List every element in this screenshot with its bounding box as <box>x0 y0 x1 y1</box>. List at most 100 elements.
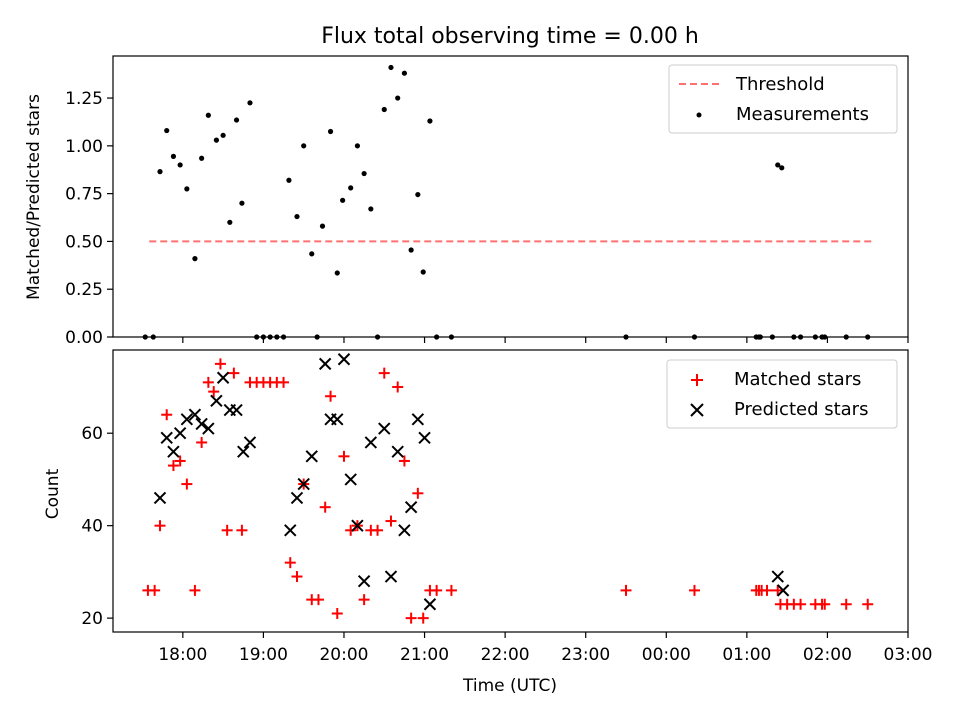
predicted-star-point <box>411 413 425 426</box>
measurement-point <box>286 177 292 183</box>
predicted-star-point <box>384 570 398 583</box>
predicted-star-point <box>776 584 790 597</box>
matched-star-point <box>445 584 457 596</box>
top-y-tick-label: 1.25 <box>65 89 103 109</box>
measurement-point <box>395 95 401 101</box>
predicted-star-point <box>391 445 404 458</box>
matched-star-point <box>688 584 700 596</box>
predicted-star-point <box>153 491 167 505</box>
bottom-y-tick-label: 60 <box>81 424 103 444</box>
predicted-star-point <box>305 450 318 463</box>
x-tick-label: 20:00 <box>319 645 368 665</box>
matched-star-point <box>236 524 248 536</box>
matched-star-point <box>214 358 226 370</box>
x-tick-label: 03:00 <box>884 645 933 665</box>
measurement-point <box>199 155 205 161</box>
measurement-point <box>415 191 421 198</box>
bottom-y-axis-label: Count <box>43 468 63 519</box>
predicted-star-point <box>404 500 418 514</box>
x-tick-label: 23:00 <box>561 645 610 665</box>
bottom-legend: Matched stars Predicted stars <box>666 359 898 429</box>
top-plot-marks <box>142 64 875 340</box>
top-y-tick-label: 0.25 <box>65 280 103 300</box>
matched-star-point <box>331 608 343 620</box>
matched-star-point <box>338 450 350 462</box>
measurement-point <box>348 185 354 191</box>
matched-star-point <box>840 598 852 610</box>
bottom-x-ticks: 18:00 19:00 20:00 21:00 22:00 23:00 00:00 01:00… <box>158 632 933 665</box>
predicted-star-point <box>243 436 257 449</box>
predicted-star-point <box>230 403 243 417</box>
legend-measurements-swatch <box>696 112 702 118</box>
measurement-point <box>401 70 408 76</box>
legend-predicted-label: Predicted stars <box>734 399 868 420</box>
predicted-star-point <box>284 524 297 537</box>
top-y-tick-label: 1.00 <box>65 137 103 157</box>
measurement-point <box>354 143 361 149</box>
legend-threshold-label: Threshold <box>735 74 825 95</box>
matched-star-point <box>417 612 429 624</box>
measurement-point <box>164 127 170 134</box>
x-tick-label: 02:00 <box>803 645 852 665</box>
measurement-point <box>408 247 414 253</box>
predicted-star-point <box>771 570 784 583</box>
matched-star-point <box>167 460 179 472</box>
top-y-ticks: 0.00 0.25 0.50 0.75 1.00 1.25 <box>65 89 113 348</box>
predicted-star-point <box>398 524 411 537</box>
bottom-y-tick-label: 20 <box>81 609 103 629</box>
predicted-star-point <box>378 422 391 435</box>
matched-star-point <box>202 376 214 388</box>
top-y-tick-label: 0.75 <box>65 185 103 205</box>
measurement-point <box>170 153 177 159</box>
matched-star-point <box>228 367 240 379</box>
measurement-point <box>177 162 183 168</box>
measurement-point <box>205 112 211 118</box>
legend-predicted-swatch <box>690 403 704 417</box>
measurement-point <box>184 186 190 192</box>
predicted-star-point <box>210 394 223 408</box>
matched-star-point <box>189 584 201 596</box>
matched-star-point <box>345 524 357 536</box>
x-tick-label: 22:00 <box>481 645 530 665</box>
legend-matched-swatch <box>691 374 703 386</box>
measurement-point <box>388 64 394 71</box>
matched-star-point <box>161 409 173 421</box>
matched-star-point <box>385 515 397 527</box>
predicted-star-point <box>195 417 208 431</box>
x-axis-label: Time (UTC) <box>462 676 557 696</box>
matched-star-point <box>431 584 443 596</box>
measurement-point <box>247 100 253 106</box>
measurement-point <box>319 223 326 229</box>
predicted-star-point <box>318 357 332 371</box>
matched-star-point <box>412 487 424 499</box>
matched-star-point <box>154 520 166 532</box>
measurement-point <box>213 137 220 143</box>
predicted-star-point <box>188 408 202 421</box>
predicted-star-point <box>351 519 364 532</box>
measurement-point <box>427 118 433 124</box>
matched-star-point <box>221 524 233 536</box>
predicted-star-point <box>418 431 431 445</box>
matched-star-point <box>862 598 874 610</box>
top-y-axis-label: Matched/Predicted stars <box>24 94 44 300</box>
matched-star-point <box>291 571 303 583</box>
measurement-point <box>294 213 300 220</box>
matched-star-point <box>174 455 186 467</box>
matched-star-point <box>278 376 290 388</box>
predicted-star-point <box>290 491 304 505</box>
matched-star-point <box>284 557 296 569</box>
predicted-star-point <box>337 353 351 366</box>
top-panel: 0.00 0.25 0.50 0.75 1.00 1.25 Matched/Predict… <box>24 55 909 348</box>
predicted-star-point <box>160 431 173 445</box>
bottom-panel: 20 40 60 18:00 19:00 20:00 21:00 22:00 23:00 00:… <box>43 349 933 696</box>
top-axes-frame <box>112 55 909 338</box>
top-y-tick-label: 0.00 <box>65 328 103 348</box>
top-legend: Threshold Measurements <box>668 64 898 134</box>
measurement-point <box>368 206 374 212</box>
matched-star-point <box>196 436 208 448</box>
matched-star-point <box>620 584 632 596</box>
matched-star-point <box>761 584 773 596</box>
x-tick-label: 00:00 <box>642 645 691 665</box>
chart-title: Flux total observing time = 0.00 h <box>321 24 699 49</box>
